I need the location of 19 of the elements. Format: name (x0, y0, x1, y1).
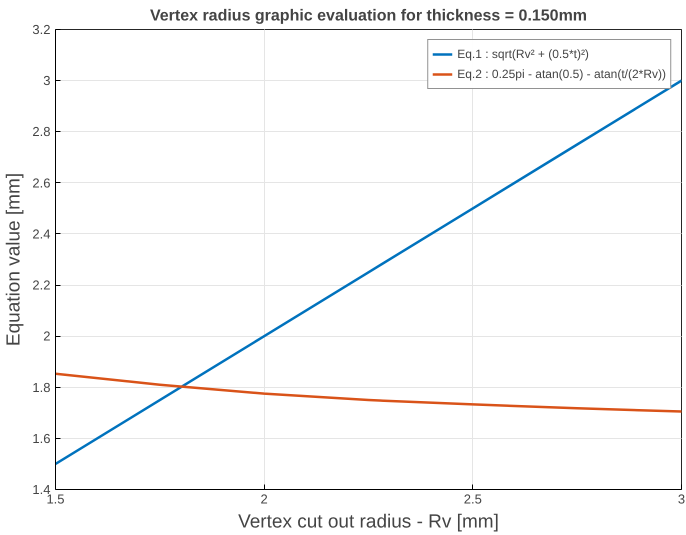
y-tick-label: 1.8 (32, 380, 51, 395)
y-axis-title: Equation value [mm] (3, 172, 24, 346)
line-series (56, 372, 682, 413)
y-tick-label: 1.6 (32, 430, 51, 446)
y-tick-label: 3.2 (32, 22, 51, 37)
legend-label: Eq.1 : sqrt(Rv² + (0.5*t)²) (457, 47, 589, 61)
x-tick-label: 2.5 (464, 492, 482, 506)
y-tick-label: 2.8 (32, 124, 51, 140)
x-tick-label: 3 (678, 492, 686, 506)
y-tick-label: 3 (43, 73, 51, 88)
line-series (56, 79, 682, 466)
y-tick-label: 2.2 (32, 278, 51, 293)
chart-title: Vertex radius graphic evaluation for thickness = 0.150mm (150, 8, 588, 24)
x-tick-label: 2 (260, 492, 268, 506)
y-tick-label: 2.4 (32, 226, 51, 242)
y-tick-label: 2.6 (32, 175, 51, 190)
x-axis-title: Vertex cut out radius - Rv [mm] (238, 512, 499, 532)
legend-label: Eq.2 : 0.25pi - atan(0.5) - atan(t/(2*Rv)) (457, 67, 666, 81)
y-tick-label: 2 (43, 328, 51, 344)
